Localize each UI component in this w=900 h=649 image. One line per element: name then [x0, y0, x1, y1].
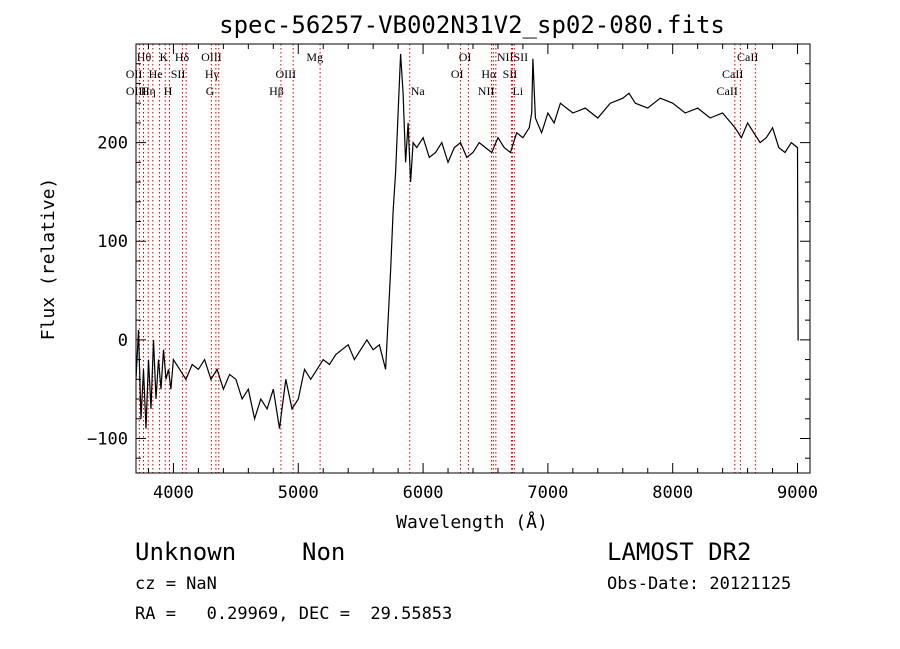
obs-date: Obs-Date: 20121125 — [607, 574, 792, 594]
line-label: SII — [513, 50, 528, 64]
x-axis-label: Wavelength (Å) — [396, 511, 548, 533]
line-label: CaII — [722, 67, 743, 81]
line-label: K — [160, 50, 169, 64]
x-tick-label: 9000 — [777, 483, 818, 503]
flux-line-0 — [136, 53, 799, 429]
axis-ticks: 4000 5000 6000 7000 8000 9000 −100 0 100 200 — [87, 44, 818, 503]
object-class: Unknown — [135, 538, 237, 566]
y-tick-label: 0 — [118, 331, 128, 351]
y-axis-label: Flux (relative) — [38, 178, 59, 341]
line-label: SII — [171, 67, 186, 81]
line-label: Hγ — [205, 67, 220, 81]
redshift-cz: cz = NaN — [135, 574, 217, 594]
x-tick-label: 4000 — [153, 483, 194, 503]
line-label: Hη — [141, 84, 156, 98]
line-label: Hθ — [137, 50, 152, 64]
y-tick-label: 100 — [97, 232, 128, 252]
line-label: Mg — [306, 50, 323, 64]
line-label: Hβ — [269, 84, 284, 98]
y-tick-label: 200 — [97, 134, 128, 154]
line-label: NII — [478, 84, 495, 98]
x-tick-label: 7000 — [527, 483, 568, 503]
line-label: CaII — [737, 50, 758, 64]
object-subclass: Non — [302, 538, 346, 566]
chart-title: spec-56257-VB002N31V2_sp02-080.fits — [219, 11, 725, 39]
x-tick-label: 5000 — [278, 483, 319, 503]
line-label: OI — [451, 67, 464, 81]
plot-frame — [135, 43, 811, 474]
x-tick-label: 8000 — [652, 483, 693, 503]
line-label: H — [164, 84, 173, 98]
line-label: G — [206, 84, 215, 98]
survey-name: LAMOST DR2 — [607, 538, 752, 566]
line-label: He — [149, 67, 163, 81]
line-label: NII — [497, 50, 514, 64]
spectral-line-markers: HθKHδOIIIMgOINIISIICaIIOIIHeSIIHγOIIIOIH… — [126, 44, 758, 473]
line-label: Hα — [481, 67, 497, 81]
ra-dec: RA = 0.29969, DEC = 29.55853 — [135, 604, 453, 624]
line-label: OII — [126, 67, 143, 81]
line-label: Na — [411, 84, 426, 98]
x-tick-label: 6000 — [403, 483, 444, 503]
line-label: CaII — [717, 84, 738, 98]
line-label: Li — [512, 84, 523, 98]
y-tick-label: −100 — [87, 429, 128, 449]
line-label: OI — [459, 50, 472, 64]
flux-series — [136, 53, 799, 429]
line-label: SII — [503, 67, 518, 81]
line-label: OIII — [275, 67, 296, 81]
